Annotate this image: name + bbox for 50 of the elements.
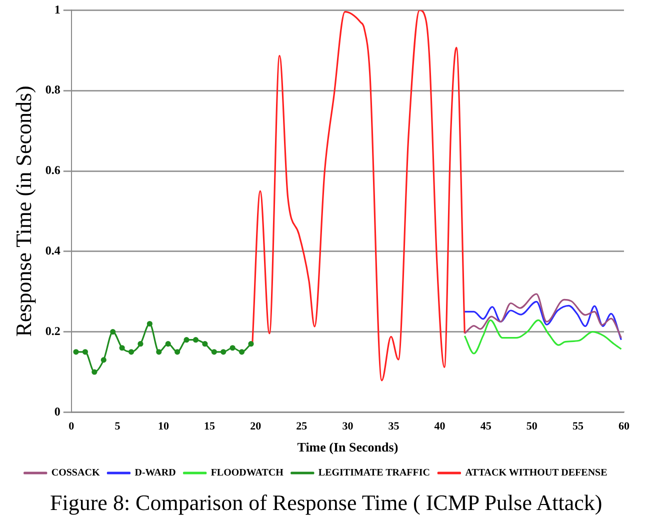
point [248,341,254,347]
point [146,320,152,327]
x-tick-label: 0 [68,420,75,433]
legend-label: COSSACK [51,468,100,479]
point [110,329,116,335]
point [92,369,98,375]
point [128,349,134,355]
x-tick-label: 60 [618,420,630,433]
x-tick-label: 5 [114,420,121,433]
x-tick-label: 30 [342,420,354,433]
x-tick-label: 45 [480,420,492,433]
point [165,341,171,347]
y-tick-label: 0 [54,404,60,418]
x-tick-label: 40 [434,420,446,433]
x-axis-title: Time (In Seconds) [297,440,398,455]
y-tick-label: 0.2 [45,324,60,338]
legend-label: FLOODWATCH [210,468,284,479]
point [156,349,162,355]
x-tick-label: 10 [158,420,170,433]
x-tick-label: 55 [572,420,584,433]
point [100,357,106,363]
point [82,349,88,355]
point [220,349,226,355]
y-tick-label: 0.6 [45,163,60,178]
point [230,345,236,351]
line-series [464,293,622,339]
y-axis-title: Response Time (in Seconds) [10,86,36,337]
x-tick-label: 50 [526,420,538,433]
point [211,349,217,355]
text: Figure 8: Comparison of Response Time ( ICMP Pulse Attack) [50,490,602,516]
point [202,341,208,347]
point [73,349,79,355]
point [184,337,190,343]
y-tick-label: 0.8 [45,82,60,97]
legend-label: D-WARD [134,468,176,479]
legend-label: LEGITIMATE TRAFFIC [318,468,430,479]
point [238,349,245,355]
y-tick-label: 1 [54,2,60,16]
point [174,349,180,355]
point [138,341,144,347]
line-series [464,319,622,354]
line-series [464,300,622,341]
x-tick-label: 15 [204,420,216,433]
x-tick-label: 20 [250,420,262,433]
y-tick-label: 0.4 [45,243,60,258]
point [119,345,125,351]
legend-label: ATTACK WITHOUT DEFENSE [465,468,608,479]
x-tick-label: 25 [296,420,308,433]
point [192,337,199,343]
x-tick-label: 35 [388,420,400,433]
